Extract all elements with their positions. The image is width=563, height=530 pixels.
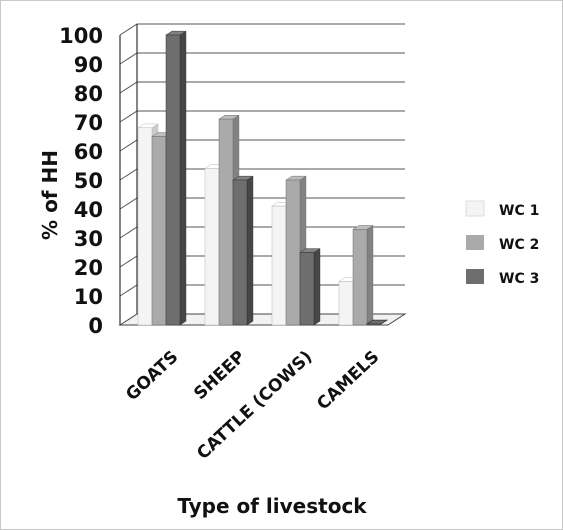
y-tick-label: 20 xyxy=(74,256,103,280)
y-tick-label: 30 xyxy=(74,227,103,251)
y-tick-label: 100 xyxy=(59,24,103,48)
bar-side xyxy=(366,224,374,326)
legend-swatch xyxy=(465,200,485,217)
bar-front xyxy=(137,127,153,326)
y-tick-label: 80 xyxy=(74,82,103,106)
bar-side xyxy=(179,30,187,326)
y-tick-label: 50 xyxy=(74,169,103,193)
y-tick-label: 40 xyxy=(74,198,103,222)
bar-front xyxy=(271,205,287,326)
gridline xyxy=(119,81,405,94)
x-tick-label: GOATS xyxy=(122,347,182,405)
legend-label: WC 3 xyxy=(499,271,539,287)
bar-front xyxy=(299,252,315,326)
bar-front xyxy=(352,229,368,326)
bar-front xyxy=(218,118,234,326)
bar-front xyxy=(338,281,354,326)
y-tick-labels: 0 10 20 30 40 50 60 70 80 90 100 xyxy=(59,24,103,338)
bar-front xyxy=(232,179,248,326)
y-axis-title: % of HH xyxy=(38,150,62,240)
y-tick-label: 70 xyxy=(74,111,103,135)
y-tick-label: 90 xyxy=(74,53,103,77)
bar-front xyxy=(285,179,301,326)
legend-swatch xyxy=(466,269,484,284)
y-tick-label: 10 xyxy=(74,285,103,309)
gridline xyxy=(119,23,405,36)
bar-side xyxy=(246,175,254,326)
bar-front xyxy=(165,34,181,326)
legend-label: WC 2 xyxy=(499,237,539,253)
bar xyxy=(365,319,389,325)
bar xyxy=(165,30,187,326)
bars xyxy=(137,30,389,326)
bar-front xyxy=(151,136,167,326)
x-tick-label: CATTLE (COWS) xyxy=(193,347,316,464)
x-tick-label: CAMELS xyxy=(313,347,383,414)
x-axis-title: Type of livestock xyxy=(177,494,367,518)
legend: WC 1 WC 2 WC 3 xyxy=(465,200,539,287)
x-tick-label: SHEEP xyxy=(190,347,249,404)
bar-top xyxy=(365,319,389,325)
gridline xyxy=(119,110,405,123)
bar xyxy=(232,175,254,326)
bar xyxy=(299,248,321,326)
bar xyxy=(352,224,374,326)
bar-front xyxy=(204,168,220,326)
gridline xyxy=(119,52,405,65)
legend-label: WC 1 xyxy=(499,203,539,219)
bar-side xyxy=(313,248,321,326)
axes xyxy=(118,24,407,326)
y-tick-label: 60 xyxy=(74,140,103,164)
y-tick-label: 0 xyxy=(88,314,103,338)
legend-swatch xyxy=(466,235,484,250)
